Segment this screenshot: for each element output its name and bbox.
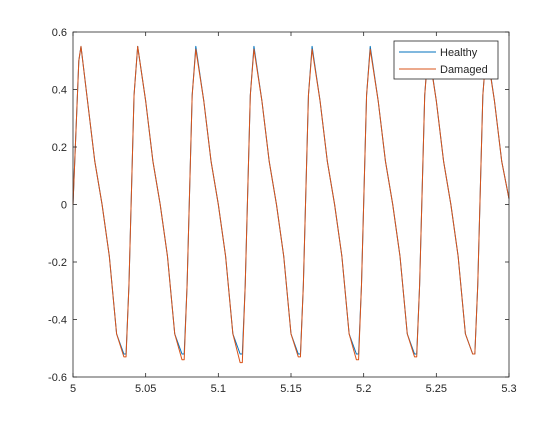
y-tick-label: 0 xyxy=(61,200,67,212)
x-tick-label: 5.2 xyxy=(356,383,371,395)
x-tick-label: 5.25 xyxy=(426,383,447,395)
y-tick-label: -0.2 xyxy=(48,257,67,269)
legend: Healthy Damaged xyxy=(393,40,499,80)
x-tick-label: 5.15 xyxy=(280,383,301,395)
y-tick-label: -0.6 xyxy=(48,372,67,384)
y-tick-label: 0.2 xyxy=(52,142,67,154)
plot-area xyxy=(73,32,509,377)
x-tick-label: 5.3 xyxy=(501,383,516,395)
y-tick-label: 0.4 xyxy=(52,85,67,97)
axes-layer: 5 5.05 5.1 5.15 5.2 5.25 5.3 -0.6 -0.4 -0.2 0 0.2 0.… xyxy=(48,27,517,395)
x-tick-label: 5.05 xyxy=(135,383,156,395)
y-tick-label: 0.6 xyxy=(52,27,67,39)
x-tick-label: 5.1 xyxy=(211,383,226,395)
y-tick-label: -0.4 xyxy=(48,315,67,327)
legend-label-damaged: Damaged xyxy=(440,64,488,76)
legend-label-healthy: Healthy xyxy=(440,47,478,59)
x-tick-label: 5 xyxy=(70,383,76,395)
legend-box xyxy=(393,40,499,80)
